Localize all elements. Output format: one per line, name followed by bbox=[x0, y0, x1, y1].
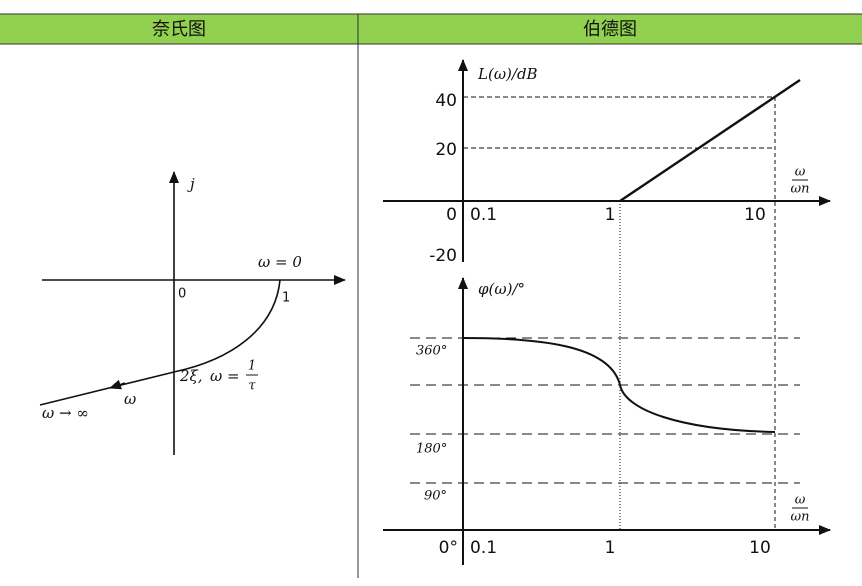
axis-label: ω bbox=[795, 165, 806, 180]
nyquist-plot bbox=[39, 171, 346, 455]
header-cell: 奈氏图 bbox=[152, 19, 206, 40]
guides bbox=[410, 96, 800, 530]
label: 1 bbox=[248, 359, 256, 374]
bode-plot bbox=[383, 59, 831, 565]
label: ω bbox=[124, 390, 136, 408]
tick-label: 20 bbox=[435, 140, 457, 160]
axis-label: φ(ω)/° bbox=[478, 280, 525, 298]
label: ω = 0 bbox=[258, 253, 302, 271]
axis-label: ω bbox=[795, 493, 806, 508]
axis-label: ωn bbox=[791, 510, 810, 525]
tick-label: 90° bbox=[424, 489, 447, 504]
label: 2ξ, bbox=[179, 367, 203, 385]
tick-label: 360° bbox=[416, 344, 447, 359]
header-row bbox=[0, 14, 862, 44]
tick-label: 1 bbox=[605, 538, 616, 558]
tick-label: -20 bbox=[429, 246, 457, 266]
tick-label: 10 bbox=[744, 205, 766, 225]
tick-label: 180° bbox=[416, 442, 447, 457]
tick-label: 1 bbox=[605, 205, 616, 225]
label: ω = bbox=[210, 367, 240, 385]
label: ω → ∞ bbox=[42, 404, 89, 422]
label: j bbox=[187, 175, 195, 193]
label: τ bbox=[248, 379, 256, 394]
tick-label: 10 bbox=[749, 538, 771, 558]
tick-label: 0.1 bbox=[470, 538, 497, 558]
tick-label: 0.1 bbox=[470, 205, 497, 225]
tick-label: 40 bbox=[435, 91, 457, 111]
tick-label: 0 bbox=[446, 205, 457, 225]
label: 1 bbox=[282, 291, 290, 306]
tick-label: 0° bbox=[439, 538, 458, 558]
label: 0 bbox=[178, 287, 186, 302]
axis-label: L(ω)/dB bbox=[477, 65, 538, 83]
header-cell: 伯德图 bbox=[583, 19, 637, 40]
axis-label: ωn bbox=[791, 182, 810, 197]
